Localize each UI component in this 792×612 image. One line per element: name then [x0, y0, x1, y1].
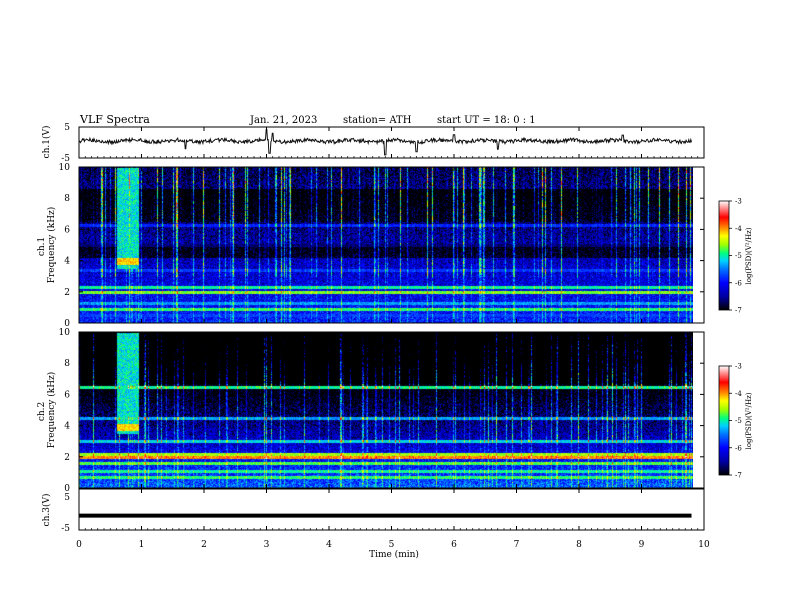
- ch1-spectrogram-ylabel-line2: Frequency (kHz): [46, 207, 57, 284]
- ch3-ytick-bottom: -5: [61, 524, 70, 534]
- ch1-spectrogram-image-wrap: [79, 167, 693, 323]
- x-axis-label: Time (min): [369, 549, 419, 560]
- ch2-spectrogram-ylabel-line2: Frequency (kHz): [46, 372, 57, 449]
- x-tick-label: 5: [389, 540, 395, 550]
- ch1-spectrogram-ylabel-line1: ch.1: [37, 237, 47, 256]
- ch3-waveform-frame: [78, 488, 705, 531]
- x-tick-label: 4: [326, 540, 332, 550]
- x-tick-label: 3: [264, 540, 270, 550]
- colorbar-tick-label: -3: [735, 198, 742, 206]
- ch2-spectrogram-image-wrap: [79, 332, 693, 488]
- ch3-waveform-panel: 5 -5 ch.3(V): [41, 488, 705, 534]
- y-tick-label: 10: [59, 163, 71, 173]
- y-tick-label: 0: [64, 319, 70, 329]
- colorbar-tick-label: -5: [735, 417, 742, 425]
- y-tick-label: 6: [64, 225, 70, 235]
- y-tick-label: 8: [64, 194, 70, 204]
- ch1-spectrogram-image: [79, 167, 693, 323]
- ch1-ytick-top: 5: [64, 123, 70, 133]
- chart-title: VLF Spectra: [79, 113, 150, 126]
- ch2-colorbar-label: log(PSD)(V²/Hz): [745, 392, 753, 449]
- ch1-colorbar-label: log(PSD)(V²/Hz): [745, 227, 753, 284]
- y-tick-label: 2: [64, 288, 70, 298]
- colorbar-tick-label: -4: [735, 225, 742, 233]
- start-time-label: start UT = 18: 0 : 1: [437, 115, 536, 126]
- ch2-colorbar-bar: [718, 365, 730, 476]
- ch1-colorbar-bar: [718, 200, 730, 311]
- ch1-waveform-ylabel: ch.1(V): [41, 126, 52, 159]
- time-axis: 0 1 2 3 4 5 6 7 8 9 10: [76, 127, 710, 550]
- x-tick-label: 8: [576, 540, 582, 550]
- colorbar-tick-label: -7: [735, 472, 742, 480]
- x-tick-label: 10: [698, 540, 710, 550]
- station-label: station= ATH: [343, 115, 412, 126]
- ch2-colorbar: -3 -4 -5 -6 -7 log(PSD)(V²/Hz): [718, 363, 753, 480]
- x-tick-label: 1: [139, 540, 145, 550]
- y-tick-label: 4: [64, 422, 70, 432]
- ch1-waveform-frame: [78, 126, 705, 159]
- ch2-spectrogram-ylabel: ch.2 Frequency (kHz): [37, 372, 57, 449]
- y-tick-label: 0: [64, 484, 70, 494]
- ch1-colorbar: -3 -4 -5 -6 -7 log(PSD)(V²/Hz): [718, 198, 753, 315]
- ch1-spectrogram-ylabel: ch.1 Frequency (kHz): [37, 207, 57, 284]
- colorbar-tick-label: -6: [735, 444, 742, 452]
- y-tick-label: 4: [64, 257, 70, 267]
- y-tick-label: 10: [59, 328, 71, 338]
- colorbar-tick-label: -4: [735, 390, 742, 398]
- date-label: Jan. 21, 2023: [249, 115, 317, 126]
- y-tick-label: 6: [64, 390, 70, 400]
- colorbar-tick-label: -3: [735, 363, 742, 371]
- ch2-spectrogram-panel: 0 2 4 6 8 10 ch.2 Frequency (kHz): [37, 328, 705, 494]
- x-tick-label: 0: [76, 540, 82, 550]
- colorbar-tick-label: -6: [735, 279, 742, 287]
- ch1-waveform-trace: [79, 129, 692, 156]
- x-tick-label: 9: [639, 540, 645, 550]
- ch3-ytick-top: 5: [64, 493, 70, 503]
- ch1-spectrogram-panel: 0 2 4 6 8 10 ch.1 Frequency (kHz): [37, 163, 705, 329]
- ch2-spectrogram-ylabel-line1: ch.2: [37, 402, 47, 421]
- ch1-ytick-bottom: -5: [61, 154, 70, 164]
- colorbar-tick-label: -7: [735, 307, 742, 315]
- ch2-spectrogram-image: [79, 332, 693, 488]
- ch3-waveform-ylabel: ch.3(V): [41, 494, 52, 527]
- y-tick-label: 2: [64, 453, 70, 463]
- x-tick-label: 6: [451, 540, 457, 550]
- colorbar-tick-label: -5: [735, 252, 742, 260]
- y-tick-label: 8: [64, 359, 70, 369]
- x-tick-label: 7: [514, 540, 520, 550]
- x-tick-label: 2: [201, 540, 207, 550]
